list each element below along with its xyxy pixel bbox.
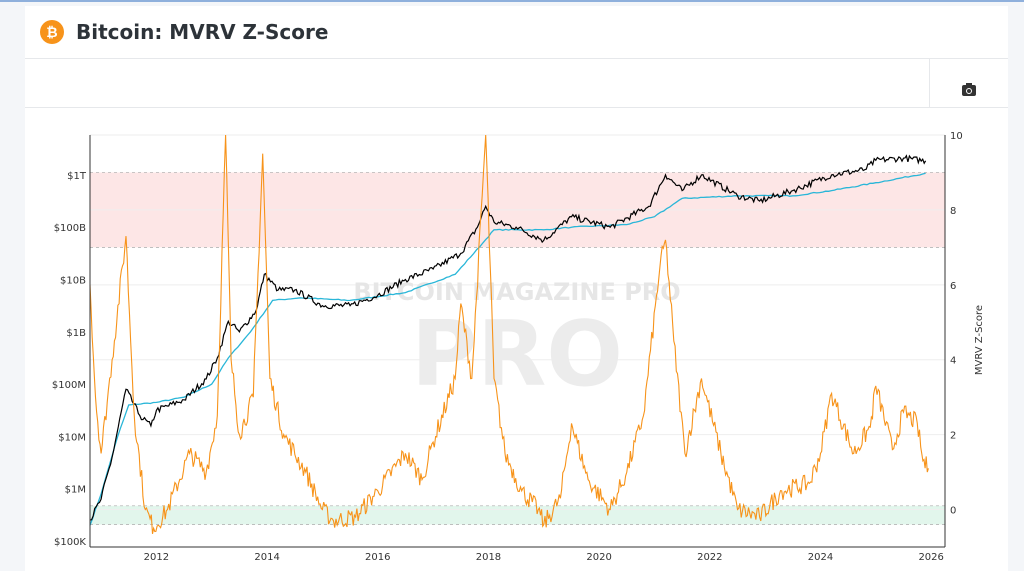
chart-header: ₿ Bitcoin: MVRV Z-Score [25,6,1008,59]
x-tick-label: 2018 [476,552,501,563]
toolbar-divider [929,59,930,107]
right-axis-label: MVRV Z-Score [974,305,985,375]
right-tick-label: 2 [950,431,956,442]
right-tick-label: 0 [950,506,956,517]
left-tick-label: $1B [66,328,86,339]
chart-toolbar [25,59,1008,108]
camera-icon[interactable] [962,83,976,96]
right-tick-label: 10 [950,131,963,142]
top-accent-line [0,0,1024,2]
left-tick-label: $1T [67,171,87,182]
watermark-pro: PRO [411,302,623,407]
page-title: Bitcoin: MVRV Z-Score [76,20,329,44]
zscore-line [89,134,929,535]
x-tick-label: 2014 [254,552,279,563]
left-tick-label: $100B [54,223,86,234]
left-tick-label: $10B [60,276,86,287]
market-cap-line [89,154,927,521]
left-tick-label: $10M [58,432,86,443]
x-tick-label: 2024 [808,552,833,563]
x-tick-label: 2016 [365,552,390,563]
undervalued-band [90,505,945,525]
left-tick-label: $100K [54,537,86,548]
chart-card: ₿ Bitcoin: MVRV Z-Score [25,6,1008,571]
right-tick-label: 6 [950,281,956,292]
x-tick-label: 2026 [918,552,943,563]
x-tick-label: 2022 [697,552,722,563]
bitcoin-logo-icon: ₿ [40,20,64,44]
x-tick-label: 2020 [586,552,611,563]
realized-cap-line [89,172,926,526]
right-tick-label: 4 [950,356,956,367]
right-tick-label: 8 [950,206,956,217]
left-tick-label: $100M [52,380,86,391]
left-tick-label: $1M [65,485,86,496]
x-tick-label: 2012 [144,552,169,563]
